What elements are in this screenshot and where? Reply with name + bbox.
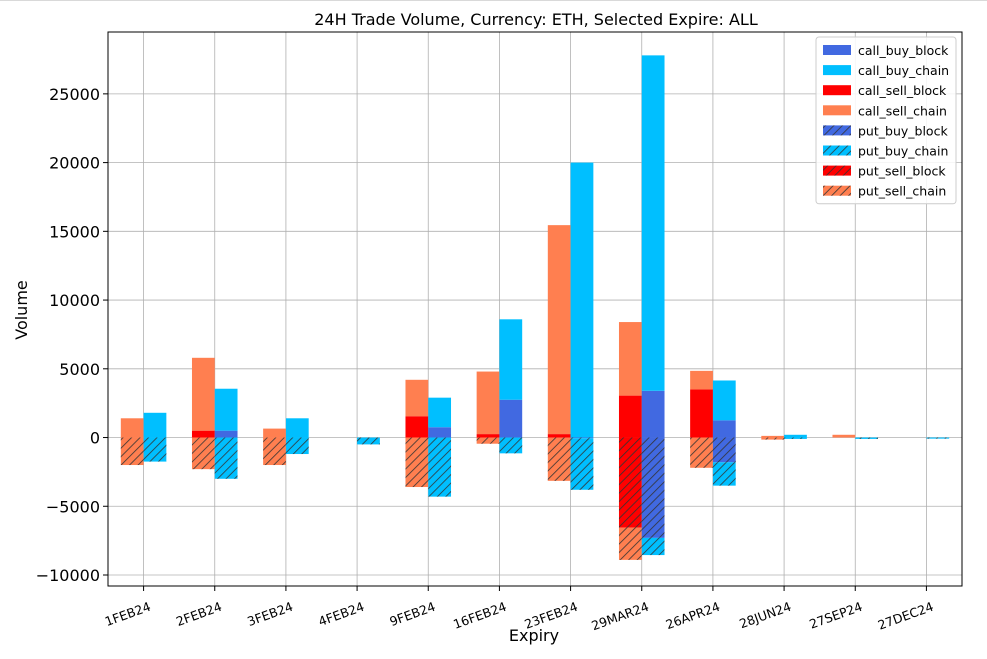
bar-hatch-put_buy_chain bbox=[926, 437, 950, 439]
bar-hatch-put_buy_chain bbox=[214, 437, 238, 479]
bar-hatch-put_buy_chain bbox=[143, 437, 167, 462]
legend-swatch-hatch-put_sell_chain bbox=[823, 185, 851, 196]
top-divider bbox=[0, 0, 987, 1]
bar-call_buy_chain bbox=[784, 434, 807, 438]
bar-call_buy_block bbox=[712, 420, 736, 438]
legend-label-put_buy_block: put_buy_block bbox=[858, 123, 948, 138]
bar-call_sell_block bbox=[476, 434, 500, 438]
x-tick-label: 26APR24 bbox=[664, 599, 722, 632]
legend-label-put_sell_chain: put_sell_chain bbox=[858, 184, 946, 199]
legend-label-call_sell_block: call_sell_block bbox=[858, 83, 947, 98]
bar-call_buy_chain bbox=[712, 380, 736, 421]
legend-swatch-hatch-put_sell_block bbox=[823, 165, 851, 176]
bar-hatch-put_buy_block bbox=[641, 437, 665, 538]
x-tick-label: 2FEB24 bbox=[174, 599, 224, 629]
legend-swatch-hatch-put_buy_block bbox=[823, 125, 851, 136]
bar-call_sell_chain bbox=[761, 435, 785, 438]
bar-hatch-put_buy_chain bbox=[285, 437, 309, 455]
bar-call_buy_chain bbox=[214, 388, 238, 431]
bar-call_buy_chain bbox=[499, 319, 523, 400]
bar-hatch-put_sell_chain bbox=[761, 437, 785, 440]
bar-call_buy_chain bbox=[641, 55, 665, 391]
bar-hatch-put_buy_block bbox=[570, 437, 594, 439]
legend-swatch-call_buy_chain bbox=[823, 65, 851, 76]
bar-call_sell_chain bbox=[690, 370, 713, 390]
bar-hatch-put_sell_chain bbox=[120, 437, 144, 466]
bar-hatch-put_buy_chain bbox=[499, 437, 523, 454]
x-tick-label: 4FEB24 bbox=[316, 599, 366, 629]
y-tick-label: 10000 bbox=[49, 291, 100, 310]
x-tick-label: 16FEB24 bbox=[451, 599, 508, 632]
x-tick-label: 29MAR24 bbox=[589, 599, 650, 634]
bar-hatch-put_buy_chain bbox=[784, 437, 807, 439]
bar-call_sell_chain bbox=[191, 357, 215, 431]
legend-box bbox=[815, 36, 957, 205]
bar-call_sell_chain bbox=[476, 371, 500, 435]
y-tick-label: 15000 bbox=[49, 222, 100, 241]
x-tick-label: 27DEC24 bbox=[876, 599, 936, 633]
y-tick-label: 0 bbox=[90, 429, 100, 448]
legend-label-put_buy_chain: put_buy_chain bbox=[858, 144, 948, 159]
x-tick-label: 1FEB24 bbox=[103, 599, 153, 629]
legend-swatch-call_sell_chain bbox=[823, 105, 851, 116]
bar-call_sell_chain bbox=[120, 418, 144, 438]
bar-call_sell_block bbox=[547, 434, 571, 438]
bar-hatch-put_sell_chain bbox=[191, 437, 215, 470]
x-tick-label: 27SEP24 bbox=[807, 599, 864, 632]
bar-hatch-put_buy_chain bbox=[641, 537, 665, 556]
y-tick-label: 20000 bbox=[49, 154, 100, 173]
y-tick-label: −10000 bbox=[36, 566, 100, 585]
x-tick-label: 28JUN24 bbox=[737, 599, 793, 632]
bar-hatch-put_sell_chain bbox=[476, 437, 500, 444]
bar-call_buy_chain bbox=[143, 412, 167, 438]
bar-call_buy_chain bbox=[428, 397, 452, 428]
bar-hatch-put_sell_block bbox=[618, 437, 642, 528]
bar-hatch-put_sell_chain bbox=[618, 527, 642, 560]
legend-swatch-call_sell_block bbox=[823, 85, 851, 96]
chart-title: 24H Trade Volume, Currency: ETH, Selecte… bbox=[314, 10, 758, 29]
bar-call_sell_block bbox=[405, 416, 429, 438]
bar-call_buy_chain bbox=[285, 418, 309, 438]
bar-hatch-put_sell_chain bbox=[547, 437, 571, 481]
bar-call_buy_block bbox=[499, 399, 523, 438]
bar-call_buy_block bbox=[214, 430, 238, 438]
bar-call_sell_chain bbox=[263, 428, 286, 438]
legend-swatch-hatch-put_buy_chain bbox=[823, 145, 851, 156]
legend-label-call_sell_chain: call_sell_chain bbox=[858, 103, 947, 118]
y-tick-label: 25000 bbox=[49, 85, 100, 104]
legend-label-call_buy_block: call_buy_block bbox=[858, 43, 949, 58]
bar-hatch-put_buy_chain bbox=[712, 462, 736, 486]
legend: call_buy_block call_buy_chain call_sell_bl… bbox=[815, 36, 957, 205]
bar-call_sell_block bbox=[191, 430, 215, 438]
bar-call_sell_block bbox=[690, 389, 713, 438]
bar-hatch-put_sell_chain bbox=[405, 437, 429, 488]
bar-hatch-put_buy_chain bbox=[855, 437, 879, 439]
x-tick-label: 9FEB24 bbox=[387, 599, 437, 629]
bar-call_buy_chain bbox=[570, 162, 594, 438]
legend-label-call_buy_chain: call_buy_chain bbox=[858, 63, 949, 78]
bar-call_sell_chain bbox=[618, 322, 642, 396]
y-axis-label: Volume bbox=[12, 280, 31, 340]
bar-hatch-put_buy_block bbox=[712, 437, 736, 463]
legend-swatch-call_buy_block bbox=[823, 45, 851, 55]
bar-hatch-put_buy_chain bbox=[428, 437, 452, 497]
x-tick-label: 3FEB24 bbox=[245, 599, 295, 629]
bar-hatch-put_sell_chain bbox=[263, 437, 286, 466]
x-axis-label: Expiry bbox=[509, 626, 559, 645]
bar-call_buy_block bbox=[641, 390, 665, 438]
y-tick-label: −5000 bbox=[46, 497, 100, 516]
legend-label-put_sell_block: put_sell_block bbox=[858, 164, 946, 179]
bar-hatch-put_buy_chain bbox=[570, 438, 594, 490]
bar-call_sell_chain bbox=[832, 434, 856, 438]
y-tick-label: 5000 bbox=[59, 360, 100, 379]
bar-call_sell_chain bbox=[547, 225, 571, 435]
plot-frame bbox=[107, 31, 963, 587]
bar-hatch-put_buy_chain bbox=[357, 437, 380, 445]
bar-call_sell_block bbox=[618, 395, 642, 438]
bar-call_sell_chain bbox=[405, 379, 429, 417]
bar-hatch-put_sell_chain bbox=[690, 437, 713, 468]
bar-call_buy_block bbox=[428, 427, 452, 438]
